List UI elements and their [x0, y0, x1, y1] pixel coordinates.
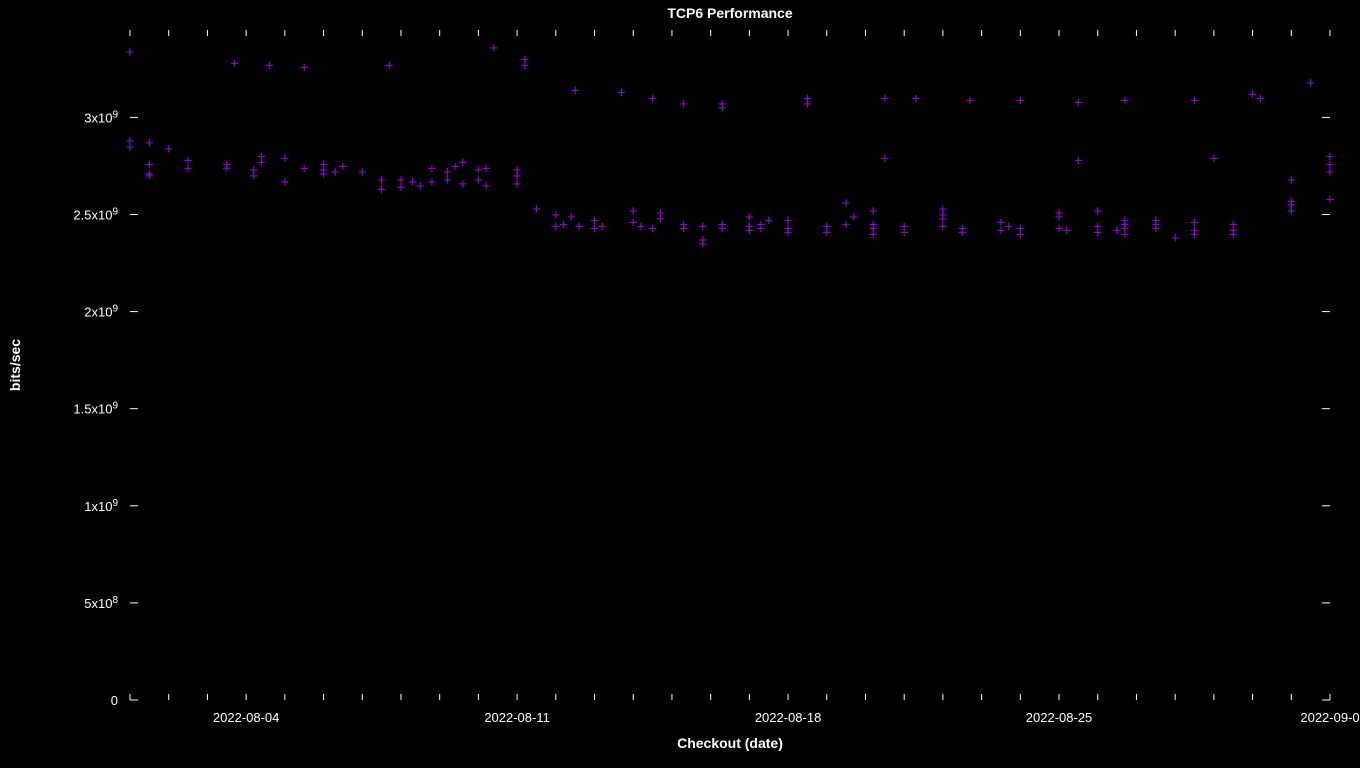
data-point: +: [1287, 172, 1295, 188]
data-point: +: [900, 225, 908, 241]
data-point: +: [459, 176, 467, 192]
data-point: +: [958, 225, 966, 241]
data-point: +: [1190, 93, 1198, 109]
chart-container: TCP6 Performance05x1081x1091.5x1092x1092…: [0, 0, 1360, 768]
data-point: +: [617, 85, 625, 101]
data-point: +: [699, 233, 707, 249]
data-point: +: [784, 221, 792, 237]
data-point: +: [803, 97, 811, 113]
x-tick-label: 2022-08-18: [755, 710, 822, 725]
y-tick-label: 0: [111, 693, 118, 708]
data-point: +: [319, 167, 327, 183]
data-point: +: [126, 139, 134, 155]
data-point: +: [1094, 204, 1102, 220]
data-point: +: [718, 221, 726, 237]
data-point: +: [764, 213, 772, 229]
data-point: +: [1004, 219, 1012, 235]
data-point: +: [1210, 151, 1218, 167]
data-point: +: [300, 60, 308, 76]
data-point: +: [1121, 93, 1129, 109]
data-point: +: [281, 151, 289, 167]
data-point: +: [521, 58, 529, 74]
x-tick-label: 2022-09-0: [1300, 710, 1359, 725]
data-point: +: [416, 178, 424, 194]
data-point: +: [339, 159, 347, 175]
y-tick-label: 1.5x109: [73, 400, 118, 417]
data-point: +: [281, 174, 289, 190]
data-point: +: [1016, 93, 1024, 109]
data-point: +: [300, 161, 308, 177]
data-point: +: [126, 44, 134, 60]
data-point: +: [1074, 95, 1082, 111]
data-point: +: [1326, 192, 1334, 208]
data-point: +: [1256, 91, 1264, 107]
data-point: +: [1074, 153, 1082, 169]
data-point: +: [513, 169, 521, 185]
data-point: +: [912, 91, 920, 107]
data-point: +: [1121, 213, 1129, 229]
data-point: +: [1287, 204, 1295, 220]
y-tick-label: 2.5x109: [73, 206, 118, 223]
data-point: +: [1171, 231, 1179, 247]
data-point: +: [184, 153, 192, 169]
data-point: +: [385, 58, 393, 74]
data-point: +: [629, 204, 637, 220]
data-point: +: [823, 225, 831, 241]
y-axis-label: bits/sec: [7, 339, 23, 391]
data-point: +: [532, 202, 540, 218]
data-point: +: [482, 178, 490, 194]
data-point: +: [966, 93, 974, 109]
data-point: +: [1094, 225, 1102, 241]
x-tick-label: 2022-08-25: [1026, 710, 1093, 725]
data-point: +: [869, 227, 877, 243]
data-point: +: [679, 97, 687, 113]
data-point: +: [571, 83, 579, 99]
data-point: +: [881, 91, 889, 107]
data-point: +: [428, 174, 436, 190]
data-point: +: [656, 211, 664, 227]
tcp6-performance-chart: TCP6 Performance05x1081x1091.5x1092x1092…: [0, 0, 1360, 768]
data-point: +: [598, 219, 606, 235]
data-point: +: [358, 165, 366, 181]
data-point: +: [1190, 227, 1198, 243]
data-point: +: [1063, 223, 1071, 239]
data-point: +: [397, 172, 405, 188]
data-point: +: [1016, 227, 1024, 243]
data-point: +: [145, 136, 153, 152]
data-point: +: [230, 56, 238, 72]
data-point: +: [459, 155, 467, 171]
data-point: +: [637, 219, 645, 235]
data-point: +: [265, 58, 273, 74]
data-point: +: [575, 219, 583, 235]
data-point: +: [1229, 227, 1237, 243]
data-point: +: [745, 219, 753, 235]
data-point: +: [257, 155, 265, 171]
data-point: +: [482, 161, 490, 177]
data-point: +: [223, 161, 231, 177]
data-point: +: [377, 182, 385, 198]
chart-title: TCP6 Performance: [667, 5, 792, 21]
data-point: +: [1152, 217, 1160, 233]
data-point: +: [850, 209, 858, 225]
data-point: +: [648, 91, 656, 107]
data-point: +: [718, 101, 726, 117]
x-axis-label: Checkout (date): [677, 735, 783, 751]
x-tick-label: 2022-08-11: [484, 710, 550, 725]
data-point: +: [1306, 75, 1314, 91]
data-point: +: [881, 151, 889, 167]
data-point: +: [1326, 165, 1334, 181]
data-point: +: [164, 141, 172, 157]
data-point: +: [679, 217, 687, 233]
data-point: +: [490, 40, 498, 56]
data-point: +: [939, 219, 947, 235]
data-point: +: [145, 169, 153, 185]
x-tick-label: 2022-08-04: [213, 710, 280, 725]
